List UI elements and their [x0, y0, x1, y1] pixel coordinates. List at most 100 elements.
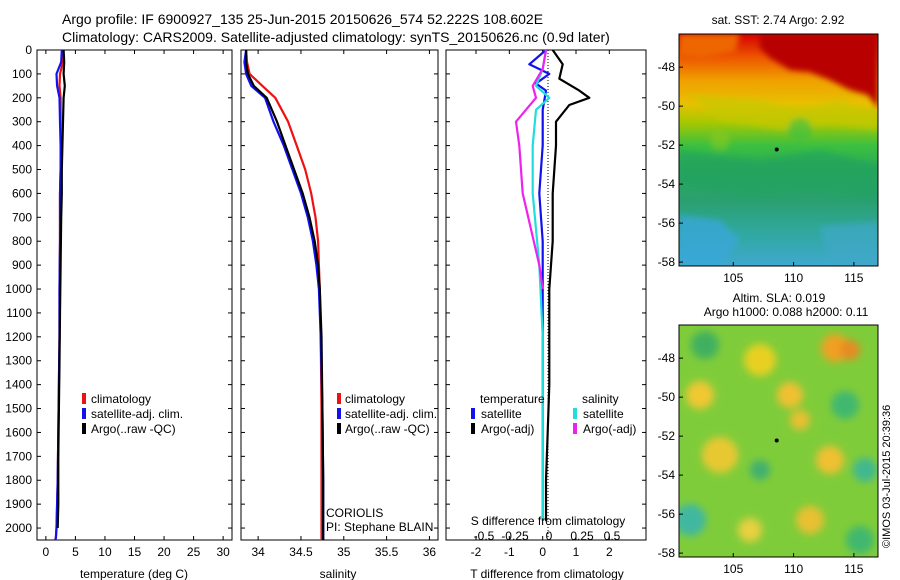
depth-tick-label: 0 [25, 43, 32, 57]
difference-series [514, 49, 591, 521]
x-tick-label: 35.5 [375, 545, 399, 559]
legend-label-argo: Argo(..raw -QC) [345, 422, 430, 436]
x-tick-label: 2 [606, 545, 613, 559]
lat-tick-label: -58 [658, 546, 676, 560]
temperature-x-axis: 0 5 10 15 20 25 30 [43, 50, 230, 559]
sst-map-axes: 105 110 115 -48 -50 -52 -54 -56 -58 [658, 60, 864, 285]
temperature-axes-frame [36, 49, 233, 541]
s-tick: -0.25 [501, 529, 529, 543]
x-tick-label: 15 [128, 545, 142, 559]
header-line-2: Climatology: CARS2009. Satellite-adjuste… [62, 29, 610, 45]
lon-tick-label: 105 [723, 562, 743, 576]
s-tick: -0.5 [474, 529, 495, 543]
depth-tick-label: 1100 [6, 306, 32, 320]
lat-tick-label: -56 [658, 507, 676, 521]
series-line-1-2 [245, 50, 325, 540]
depth-tick-label: 800 [12, 234, 32, 248]
legend-swatch-climatology [337, 393, 341, 404]
depth-tick-label: 2000 [5, 521, 32, 535]
x-tick-label: 25 [187, 545, 201, 559]
legend-swatch-satellite [337, 408, 341, 419]
sst-map-title: sat. SST: 2.74 Argo: 2.92 [712, 13, 845, 27]
lat-tick-label: -58 [658, 255, 676, 269]
depth-tick-label: 1800 [5, 473, 32, 487]
argo-position-marker [774, 438, 779, 443]
series-line-2-3 [514, 49, 548, 290]
s-difference-label: S difference from climatology [471, 514, 626, 528]
salinity-panel: 34 34.5 35 35.5 36 salinity climatology sate… [240, 49, 439, 580]
lat-tick-label: -48 [658, 351, 676, 365]
sla-map-title-2: Argo h1000: 0.088 h2000: 0.11 [704, 305, 869, 319]
legend-swatch-argo [337, 423, 341, 434]
annotation-coriolis: CORIOLIS [326, 506, 383, 520]
legend-label-temp-satellite: satellite [481, 407, 522, 421]
legend-swatch-climatology [82, 393, 86, 404]
sla-map-title-1: Altim. SLA: 0.019 [733, 291, 826, 305]
salinity-xlabel: salinity [320, 567, 357, 580]
depth-tick-label: 1000 [5, 282, 32, 296]
lon-tick-label: 115 [844, 271, 863, 285]
x-tick-label: -1 [504, 545, 515, 559]
lat-tick-label: -56 [658, 216, 676, 230]
lat-tick-label: -50 [658, 99, 676, 113]
depth-tick-label: 500 [12, 163, 32, 177]
legend-label-satellite: satellite-adj. clim. [91, 407, 183, 421]
depth-tick-label: 200 [12, 91, 32, 105]
legend-label-temp-argo: Argo(-adj) [481, 422, 534, 436]
depth-tick-label: 100 [12, 67, 32, 81]
salinity-series [243, 49, 325, 540]
x-tick-label: -2 [471, 545, 482, 559]
x-tick-label: 36 [423, 545, 437, 559]
sst-map-panel: sat. SST: 2.74 Argo: 2.92 105 110 115 -48 -5… [658, 13, 879, 285]
x-tick-label: 20 [157, 545, 171, 559]
lat-tick-label: -48 [658, 60, 676, 74]
s-difference-ticks: -0.5 -0.25 0 0.25 0.5 [474, 529, 621, 543]
sla-heatmap [679, 325, 878, 557]
lat-tick-label: -52 [658, 429, 676, 443]
legend-label-climatology: climatology [345, 392, 405, 406]
legend-swatch-argo [82, 423, 86, 434]
lat-tick-label: -54 [658, 177, 676, 191]
header-line-1: Argo profile: IF 6900927_135 25-Jun-2015… [62, 11, 543, 27]
legend-swatch-satellite [82, 408, 86, 419]
x-tick-label: 34.5 [289, 545, 313, 559]
depth-tick-label: 1300 [5, 354, 32, 368]
legend-swatch-sal-satellite [573, 408, 577, 419]
x-tick-label: 0 [539, 545, 546, 559]
legend-swatch-temp-satellite [471, 408, 475, 419]
legend-header-salinity: salinity [582, 392, 619, 406]
depth-tick-label: 1200 [5, 330, 32, 344]
x-tick-label: 30 [216, 545, 230, 559]
difference-x-axis: -2 -1 0 1 2 [471, 50, 613, 559]
legend-header-temperature: temperature [480, 392, 545, 406]
annotation-pi: PI: Stephane BLAIN [326, 520, 433, 534]
series-line-2-2 [531, 49, 551, 521]
sla-map-panel: Altim. SLA: 0.019 Argo h1000: 0.088 h200… [658, 291, 879, 576]
depth-tick-label: 1400 [5, 378, 32, 392]
x-tick-label: 34 [251, 545, 265, 559]
legend-swatch-sal-argo [573, 423, 577, 434]
sst-heatmap [679, 34, 878, 266]
salinity-legend: climatology satellite-adj. clim. Argo(..… [337, 392, 437, 436]
temperature-panel: 0100200300400500600700800900100011001200… [5, 43, 233, 580]
difference-depth-ticks [446, 49, 646, 529]
sla-map-frame [678, 324, 879, 558]
s-tick: 0.25 [570, 529, 594, 543]
series-line-2-1 [544, 49, 591, 521]
series-line-0-2 [56, 49, 66, 529]
depth-tick-label: 700 [12, 210, 32, 224]
depth-tick-label: 900 [12, 258, 32, 272]
depth-tick-label: 300 [12, 115, 32, 129]
depth-tick-label: 1500 [5, 402, 32, 416]
s-tick: 0.5 [604, 529, 621, 543]
temperature-series [54, 49, 66, 541]
depth-tick-label: 400 [12, 139, 32, 153]
x-tick-label: 35 [337, 545, 351, 559]
lat-tick-label: -50 [658, 390, 676, 404]
depth-tick-label: 1900 [5, 497, 32, 511]
argo-position-marker [774, 147, 779, 152]
lon-tick-label: 105 [723, 271, 743, 285]
depth-tick-label: 1700 [5, 449, 32, 463]
s-tick: 0 [546, 529, 553, 543]
